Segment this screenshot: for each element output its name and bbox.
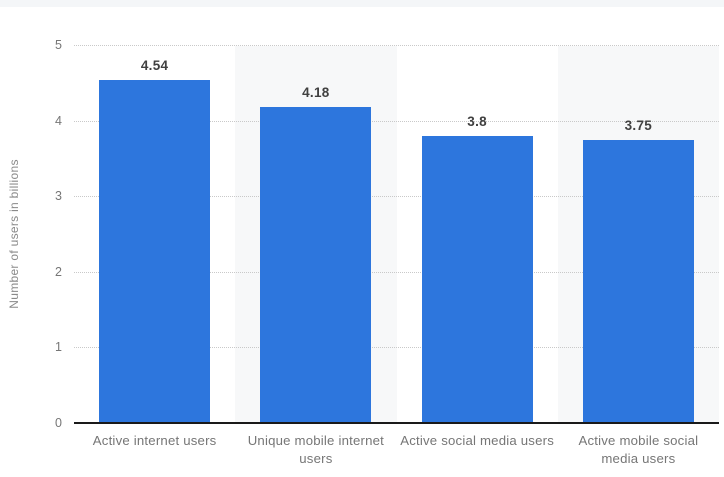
bar-2[interactable]: [260, 106, 372, 423]
y-tick-label-3: 3: [55, 189, 62, 204]
x-category-label-2: Unique mobile internet users: [247, 433, 385, 466]
x-axis-line: [74, 422, 719, 424]
bar-3[interactable]: [421, 135, 533, 423]
y-axis-title: Number of users in billions: [7, 159, 21, 309]
bar-value-label-4: 3.75: [624, 117, 653, 133]
bar-value-label-3: 3.8: [467, 113, 487, 129]
y-tick-label-4: 4: [55, 113, 62, 128]
y-tick-label-0: 0: [55, 416, 62, 430]
gridline-y-4: [74, 120, 719, 122]
gridline-y-2: [74, 271, 719, 273]
bar-value-label-1: 4.54: [140, 57, 169, 73]
gridline-y-5: [74, 45, 719, 46]
bar-value-label-2: 4.18: [302, 84, 330, 100]
x-category-label-3: Active social media users: [400, 433, 555, 448]
bar-1[interactable]: [99, 79, 211, 423]
y-tick-label-1: 1: [55, 340, 62, 355]
x-category-label-1: Active internet users: [92, 433, 217, 448]
y-tick-label-2: 2: [55, 264, 62, 279]
y-tick-label-5: 5: [55, 38, 62, 52]
x-category-label-4: Active mobile social media users: [578, 433, 699, 466]
gridline-y-1: [74, 347, 719, 349]
page-top-strip: [0, 0, 724, 7]
gridline-y-3: [74, 196, 719, 198]
bar-4[interactable]: [582, 139, 694, 423]
